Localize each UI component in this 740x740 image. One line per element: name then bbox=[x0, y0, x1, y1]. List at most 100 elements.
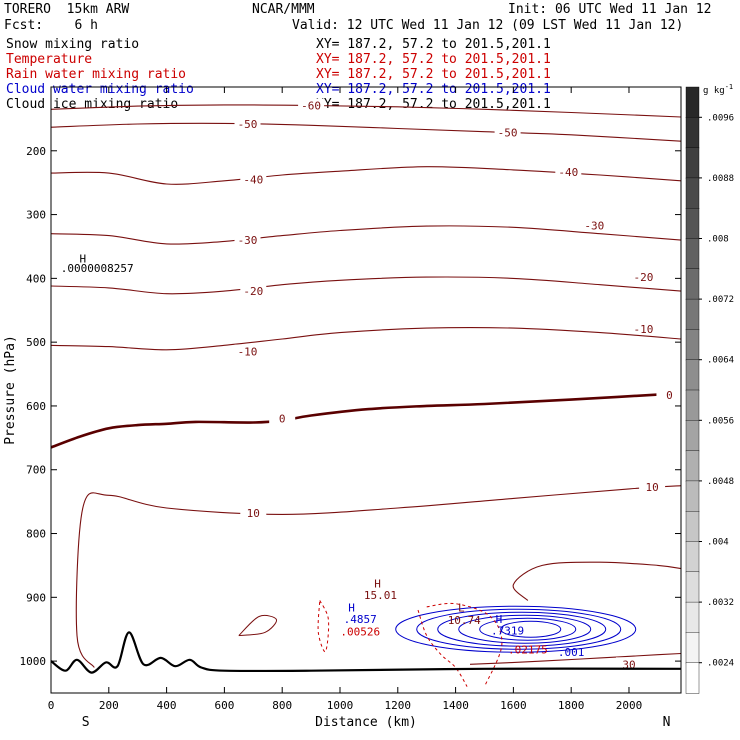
x-tick-label: 1200 bbox=[385, 699, 412, 712]
colorbar-box bbox=[685, 298, 700, 331]
colorbar-tick-label: .0056 bbox=[707, 416, 734, 426]
y-tick-label: 800 bbox=[26, 528, 46, 541]
x-tick-label: 600 bbox=[214, 699, 234, 712]
contour-label-bg bbox=[298, 98, 325, 111]
colorbar-box bbox=[685, 662, 700, 694]
colorbar-tick-label: .0024 bbox=[707, 659, 734, 669]
forecast-hour: Fcst: 6 h bbox=[4, 18, 98, 33]
cloud-water-contour bbox=[437, 611, 607, 647]
contour-label-bg bbox=[656, 388, 683, 401]
contour-label: -10 bbox=[633, 323, 653, 336]
model-name: TORERO 15km ARW bbox=[4, 2, 130, 17]
contour-label-bg bbox=[234, 344, 261, 357]
field-annotation: H bbox=[348, 601, 355, 614]
warm-pocket-contour bbox=[238, 614, 277, 637]
contour-label-bg bbox=[240, 284, 267, 297]
colorbar-unit: g kg-1 bbox=[703, 83, 733, 96]
y-tick-label: 400 bbox=[26, 272, 46, 285]
x-tick-label: 0 bbox=[48, 699, 55, 712]
valid-time: Valid: 12 UTC Wed 11 Jan 12 (09 LST Wed … bbox=[292, 18, 684, 33]
colorbar-box bbox=[685, 511, 700, 543]
temperature-contours: -60-50-50-40-40-30-30-20-20-10-100010103… bbox=[50, 98, 683, 671]
contour-line bbox=[50, 104, 682, 118]
colorbar-tick-label: .0088 bbox=[707, 174, 734, 184]
contour-label: -10 bbox=[238, 346, 258, 359]
contour-line bbox=[50, 391, 682, 449]
field-annotation: H bbox=[496, 613, 503, 626]
colorbar-box bbox=[685, 147, 700, 179]
contour-label-bg bbox=[615, 657, 642, 670]
colorbar-tick-label: .0048 bbox=[707, 477, 734, 487]
colorbar-box bbox=[685, 268, 700, 300]
contour-label: -60 bbox=[301, 99, 321, 112]
y-tick-label: 1000 bbox=[20, 655, 47, 668]
moisture-contours bbox=[238, 600, 637, 687]
field-annotation: 10.74 bbox=[448, 614, 481, 627]
field-annotation: .001 bbox=[558, 646, 585, 659]
contour-label: -20 bbox=[633, 271, 653, 284]
x-tick-label: 2000 bbox=[616, 699, 643, 712]
y-tick-label: 600 bbox=[26, 400, 46, 413]
contour-label-bg bbox=[234, 116, 261, 129]
legend-temperature-label: Temperature bbox=[6, 52, 93, 67]
cloud-water-contour bbox=[500, 620, 562, 638]
field-annotation: .4857 bbox=[344, 613, 377, 626]
south-end-label: S bbox=[82, 715, 90, 730]
legend-temperature-xy: XY= 187.2, 57.2 to 201.5,201.1 bbox=[316, 52, 551, 67]
colorbar-box bbox=[685, 86, 700, 118]
x-tick-label: 1800 bbox=[558, 699, 585, 712]
legend-snow-label: Snow mixing ratio bbox=[6, 37, 140, 52]
field-annotation: H bbox=[79, 252, 86, 265]
axes: 0 200 400 600 800 1000 1200 1400 1600 1800 2000200… bbox=[20, 87, 681, 712]
legend-cloud-water-xy: XY= 187.2, 57.2 to 201.5,201.1 bbox=[316, 82, 551, 97]
contour-label: 10 bbox=[645, 481, 658, 494]
x-tick-label: 400 bbox=[157, 699, 177, 712]
contour-label-bg bbox=[581, 218, 608, 231]
contour-label: 0 bbox=[666, 389, 673, 402]
legend-snow-xy: XY= 187.2, 57.2 to 201.5,201.1 bbox=[316, 37, 551, 52]
colorbar-box bbox=[685, 632, 700, 664]
colorbar-tick-label: .004 bbox=[707, 538, 729, 548]
colorbar-box bbox=[685, 541, 700, 573]
colorbar-box bbox=[685, 177, 700, 209]
contour-label-bg bbox=[269, 411, 296, 424]
x-tick-label: 1000 bbox=[327, 699, 354, 712]
field-annotation: L bbox=[458, 601, 465, 614]
terrain-path bbox=[50, 631, 682, 674]
colorbar-box bbox=[685, 117, 700, 149]
contour-label-bg bbox=[234, 233, 261, 246]
contour-line bbox=[512, 561, 682, 601]
colorbar-box bbox=[685, 359, 700, 391]
legend-cloud-ice-label: Cloud ice mixing ratio bbox=[6, 97, 179, 112]
contour-line bbox=[50, 225, 682, 245]
y-tick-label: 700 bbox=[26, 464, 46, 477]
colorbar-box bbox=[685, 238, 700, 270]
contour-label-bg bbox=[240, 172, 267, 185]
x-tick-label: 800 bbox=[272, 699, 292, 712]
contour-label: -50 bbox=[498, 126, 518, 139]
field-annotation: .7319 bbox=[491, 624, 524, 637]
field-annotation: .0000008257 bbox=[61, 262, 134, 275]
colorbar: .0096 .0088 .008 .0072 .0064 .0056 .0048 .004 .0… bbox=[685, 86, 734, 694]
contour-line bbox=[469, 652, 682, 665]
y-tick-label: 300 bbox=[26, 209, 46, 222]
contour-label: -50 bbox=[238, 118, 258, 131]
field-annotation: .00526 bbox=[340, 626, 380, 639]
y-tick-label: 500 bbox=[26, 336, 46, 349]
x-tick-label: 1400 bbox=[442, 699, 469, 712]
colorbar-tick-label: .0096 bbox=[707, 113, 734, 123]
center-name: NCAR/MMM bbox=[252, 2, 315, 17]
colorbar-unit-text: g kg bbox=[703, 86, 725, 96]
rain-contour bbox=[417, 609, 468, 687]
contour-line bbox=[50, 122, 682, 142]
contour-line bbox=[50, 327, 682, 351]
colorbar-tick-label: .0072 bbox=[707, 295, 734, 305]
north-end-label: N bbox=[663, 715, 671, 730]
colorbar-box bbox=[685, 601, 700, 634]
contour-label-bg bbox=[240, 506, 267, 519]
field-annotation: .02175 bbox=[508, 643, 548, 656]
x-axis-label: Distance (km) bbox=[315, 715, 417, 730]
rain-contour bbox=[317, 600, 330, 653]
terrain-line bbox=[50, 631, 682, 674]
